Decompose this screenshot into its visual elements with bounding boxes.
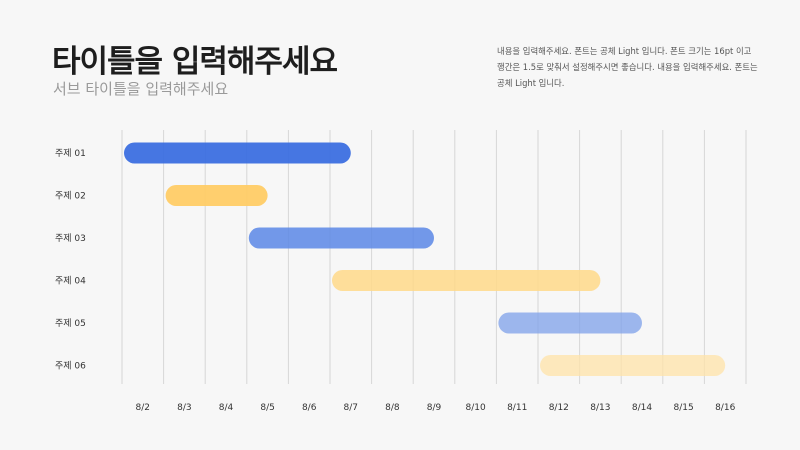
x-tick-label: 8/9 bbox=[427, 403, 442, 413]
grid-lines bbox=[121, 130, 747, 384]
description-text: 내용을 입력해주세요. 폰트는 공체 Light 입니다. 폰트 크기는 16p… bbox=[497, 46, 758, 88]
x-tick-label: 8/12 bbox=[549, 403, 569, 413]
task-bar bbox=[498, 312, 642, 334]
row-label: 주제 01 bbox=[55, 148, 86, 159]
x-tick-label: 8/15 bbox=[673, 403, 693, 413]
task-bar bbox=[540, 355, 726, 376]
x-tick-label: 8/13 bbox=[590, 403, 610, 413]
x-tick-label: 8/6 bbox=[302, 403, 317, 413]
row-label: 주제 04 bbox=[55, 276, 86, 287]
task-bar bbox=[124, 142, 351, 164]
row-label: 주제 06 bbox=[55, 361, 86, 372]
x-tick-label: 8/5 bbox=[260, 403, 274, 413]
row-label: 주제 03 bbox=[55, 233, 86, 244]
x-tick-label: 8/4 bbox=[219, 403, 234, 413]
task-bar bbox=[165, 185, 268, 206]
task-bars bbox=[124, 142, 726, 376]
x-tick-label: 8/16 bbox=[715, 403, 735, 413]
x-tick-label: 8/2 bbox=[136, 403, 150, 413]
x-tick-label: 8/8 bbox=[385, 403, 400, 413]
page-subtitle: 서브 타이틀을 입력해주세요 bbox=[53, 80, 229, 98]
x-tick-label: 8/14 bbox=[632, 403, 652, 413]
x-tick-label: 8/11 bbox=[507, 403, 527, 413]
task-bar bbox=[248, 227, 434, 249]
x-tick-label: 8/10 bbox=[465, 403, 485, 413]
row-label: 주제 05 bbox=[55, 318, 86, 329]
x-tick-label: 8/7 bbox=[344, 403, 358, 413]
page-title: 타이틀을 입력해주세요 bbox=[52, 44, 338, 80]
task-bar bbox=[332, 270, 601, 291]
x-tick-labels: 8/2 8/3 8/4 8/5 8/6 8/7 8/8 8/9 8/10 8/11 8/12 8/13… bbox=[136, 403, 736, 413]
row-labels: 주제 01 주제 02 주제 03 주제 04 주제 05 주제 06 bbox=[55, 148, 86, 372]
x-tick-label: 8/3 bbox=[177, 403, 191, 413]
row-label: 주제 02 bbox=[55, 191, 86, 202]
